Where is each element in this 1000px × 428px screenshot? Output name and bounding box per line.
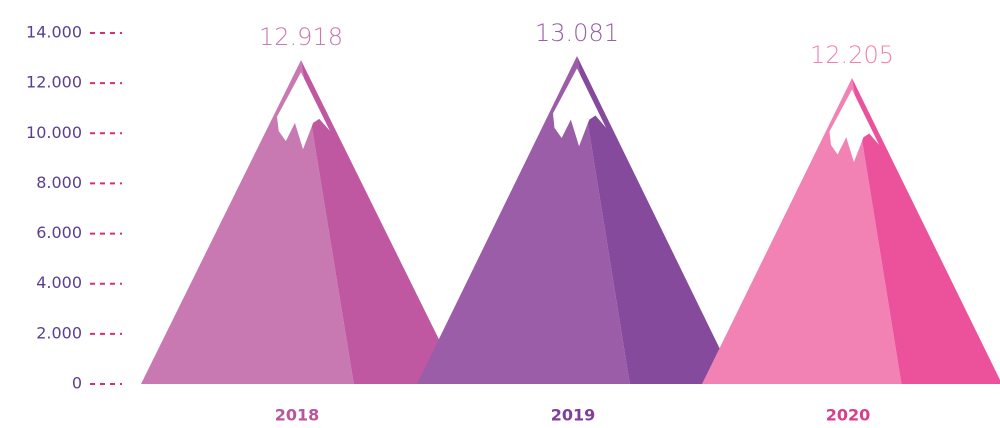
y-tick-label: 0	[72, 374, 82, 393]
value-label: 12.205	[810, 41, 894, 69]
value-label: 13.081	[535, 19, 619, 47]
mountain	[141, 60, 461, 384]
mountain	[702, 78, 1000, 384]
y-tick-label: 4.000	[36, 273, 82, 292]
y-tick-label: 8.000	[36, 173, 82, 192]
x-tick-label: 2020	[826, 406, 871, 425]
y-tick-label: 14.000	[26, 23, 82, 42]
y-tick-label: 12.000	[26, 73, 82, 92]
value-label: 12.918	[259, 23, 343, 51]
x-tick-label: 2019	[551, 406, 596, 425]
mountain	[417, 56, 737, 384]
page: {"chart_data": {"type": "mountain", "cat…	[0, 0, 1000, 428]
y-tick-label: 10.000	[26, 123, 82, 142]
x-tick-label: 2018	[275, 406, 320, 425]
y-tick-label: 6.000	[36, 223, 82, 242]
y-tick-label: 2.000	[36, 323, 82, 342]
chart: 0 2.000 4.000 6.000 8.000 10.000 12.000 14.000 1…	[0, 0, 1000, 428]
